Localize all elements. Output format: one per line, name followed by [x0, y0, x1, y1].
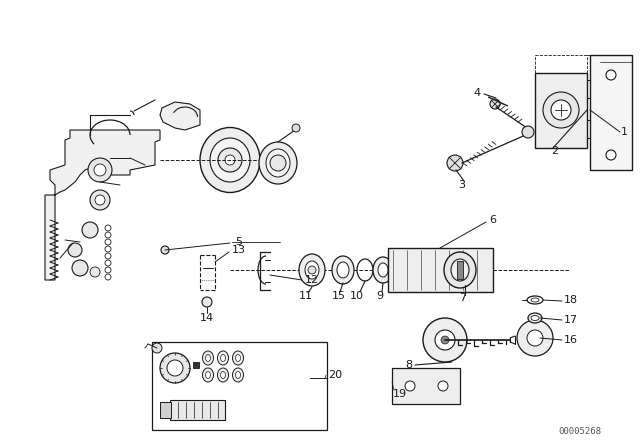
Text: 6: 6 — [489, 215, 496, 225]
Text: 5: 5 — [235, 237, 242, 247]
Circle shape — [167, 360, 183, 376]
Text: 20: 20 — [328, 370, 342, 380]
Ellipse shape — [299, 254, 325, 286]
Text: 17: 17 — [564, 315, 578, 325]
Text: 18: 18 — [564, 295, 578, 305]
Circle shape — [543, 92, 579, 128]
Circle shape — [441, 336, 449, 344]
Circle shape — [72, 260, 88, 276]
Circle shape — [88, 158, 112, 182]
Circle shape — [82, 222, 98, 238]
Ellipse shape — [236, 354, 241, 362]
Ellipse shape — [266, 149, 290, 177]
Circle shape — [405, 381, 415, 391]
Bar — [590, 55, 632, 170]
Bar — [388, 248, 493, 292]
Ellipse shape — [205, 371, 211, 379]
Circle shape — [160, 353, 190, 383]
Bar — [535, 73, 587, 148]
Ellipse shape — [232, 368, 243, 382]
Circle shape — [94, 164, 106, 176]
Ellipse shape — [528, 313, 542, 323]
Ellipse shape — [337, 262, 349, 278]
Ellipse shape — [218, 351, 228, 365]
Ellipse shape — [205, 354, 211, 362]
Text: 13: 13 — [232, 245, 246, 255]
Text: 11: 11 — [299, 291, 313, 301]
Circle shape — [606, 150, 616, 160]
Ellipse shape — [218, 368, 228, 382]
Ellipse shape — [232, 351, 243, 365]
Text: 10: 10 — [350, 291, 364, 301]
Text: 3: 3 — [458, 180, 465, 190]
Text: 00005268: 00005268 — [558, 427, 601, 436]
Circle shape — [292, 124, 300, 132]
Text: 7: 7 — [460, 293, 467, 303]
Ellipse shape — [221, 354, 225, 362]
Circle shape — [435, 330, 455, 350]
Ellipse shape — [531, 315, 539, 320]
Polygon shape — [160, 102, 200, 130]
Circle shape — [270, 155, 286, 171]
Text: 1: 1 — [621, 127, 628, 137]
Circle shape — [161, 246, 169, 254]
Bar — [392, 368, 460, 404]
Polygon shape — [45, 130, 160, 280]
Circle shape — [308, 266, 316, 274]
Ellipse shape — [221, 371, 225, 379]
Text: 2: 2 — [552, 146, 559, 156]
Text: 9: 9 — [376, 291, 383, 301]
Ellipse shape — [202, 351, 214, 365]
Ellipse shape — [451, 259, 469, 281]
Ellipse shape — [200, 128, 260, 193]
Bar — [152, 342, 327, 430]
Circle shape — [202, 297, 212, 307]
Ellipse shape — [259, 142, 297, 184]
Text: 15: 15 — [332, 291, 346, 301]
Circle shape — [152, 343, 162, 353]
Ellipse shape — [332, 256, 354, 284]
Circle shape — [90, 190, 110, 210]
Text: 14: 14 — [200, 313, 214, 323]
Circle shape — [527, 330, 543, 346]
Circle shape — [423, 318, 467, 362]
Text: 4: 4 — [474, 88, 481, 98]
Circle shape — [606, 70, 616, 80]
Bar — [160, 402, 171, 418]
Ellipse shape — [236, 371, 241, 379]
Circle shape — [490, 99, 500, 109]
Ellipse shape — [202, 368, 214, 382]
Ellipse shape — [210, 138, 250, 182]
Circle shape — [438, 381, 448, 391]
Ellipse shape — [305, 261, 319, 279]
Bar — [457, 261, 463, 279]
Bar — [170, 400, 225, 420]
Circle shape — [225, 155, 235, 165]
Text: 12: 12 — [305, 275, 319, 285]
Text: 19: 19 — [393, 389, 407, 399]
Circle shape — [218, 148, 242, 172]
Text: 8: 8 — [405, 360, 412, 370]
Bar — [193, 362, 199, 368]
Ellipse shape — [444, 252, 476, 288]
Circle shape — [68, 243, 82, 257]
Circle shape — [522, 126, 534, 138]
Ellipse shape — [373, 257, 393, 283]
Ellipse shape — [378, 263, 388, 277]
Circle shape — [551, 100, 571, 120]
Circle shape — [447, 155, 463, 171]
Circle shape — [517, 320, 553, 356]
Circle shape — [95, 195, 105, 205]
Circle shape — [90, 267, 100, 277]
Text: 16: 16 — [564, 335, 578, 345]
